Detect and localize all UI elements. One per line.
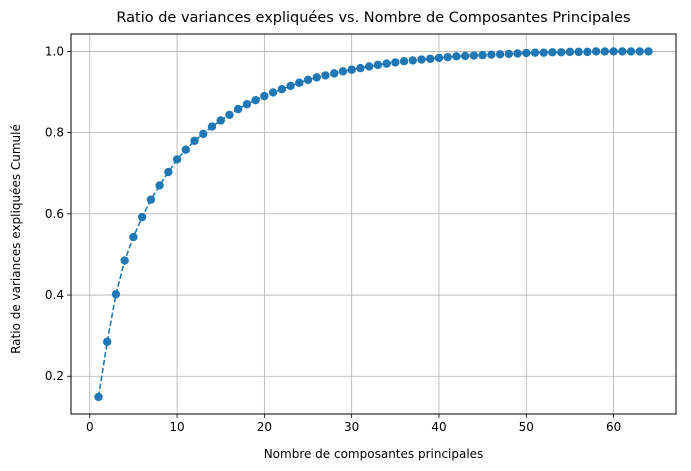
data-point — [146, 195, 156, 204]
x-tick-label: 10 — [169, 420, 184, 434]
data-point — [338, 67, 348, 76]
data-point — [478, 50, 487, 60]
data-point — [181, 145, 191, 154]
data-point — [164, 167, 173, 177]
data-point — [556, 48, 566, 57]
data-point — [417, 55, 426, 64]
y-tick-label: 1.0 — [45, 44, 64, 58]
data-point — [443, 52, 452, 62]
series — [94, 47, 653, 402]
y-tick-label: 0.4 — [45, 288, 64, 302]
data-point — [94, 392, 103, 402]
data-point — [268, 88, 278, 97]
data-point — [583, 47, 592, 57]
x-axis-ticks: 0 10 20 30 40 50 60 — [86, 414, 621, 434]
data-point — [277, 85, 287, 94]
plot-area-frame — [70, 33, 677, 415]
data-point — [260, 91, 269, 101]
data-point — [434, 53, 444, 63]
data-point — [251, 95, 260, 105]
data-point — [330, 69, 339, 78]
data-point — [635, 47, 644, 56]
data-point — [312, 73, 321, 82]
data-point — [600, 47, 610, 56]
x-tick-label: 30 — [344, 420, 359, 434]
data-point — [120, 256, 129, 265]
y-tick-label: 0.8 — [45, 126, 64, 140]
data-point — [111, 290, 121, 299]
data-point — [487, 50, 496, 59]
data-point — [513, 49, 522, 58]
data-point — [172, 155, 182, 164]
data-point — [356, 63, 365, 73]
y-tick-label: 0.2 — [45, 369, 64, 383]
data-point — [452, 52, 461, 61]
data-point — [574, 47, 583, 57]
data-point — [199, 129, 208, 139]
y-axis-ticks: 0.2 0.4 0.6 0.8 1.0 — [45, 44, 71, 383]
x-tick-label: 20 — [257, 420, 272, 434]
data-point — [242, 100, 252, 109]
data-point — [137, 212, 147, 222]
data-point — [382, 59, 391, 68]
data-point — [504, 49, 514, 59]
data-point — [530, 48, 540, 57]
data-point — [286, 81, 295, 91]
x-tick-label: 60 — [606, 420, 621, 434]
data-point — [103, 337, 112, 346]
x-tick-label: 40 — [431, 420, 446, 434]
data-point — [539, 48, 548, 57]
y-axis-label: Ratio de variances expliquées Cumulé — [9, 124, 23, 354]
data-point — [155, 181, 164, 190]
data-point — [295, 78, 304, 87]
data-point — [347, 65, 356, 74]
data-point — [469, 51, 479, 60]
data-point — [565, 47, 575, 57]
data-point — [303, 75, 313, 85]
data-point — [233, 104, 243, 114]
data-point — [190, 136, 199, 145]
data-point — [373, 60, 383, 70]
data-point — [495, 50, 505, 59]
data-point — [618, 47, 627, 56]
data-point — [364, 62, 374, 71]
data-point — [207, 122, 217, 131]
data-point — [644, 47, 653, 56]
data-point — [626, 47, 636, 56]
series-line — [97, 50, 649, 398]
x-axis-label: Nombre de composantes principales — [264, 447, 484, 461]
data-point — [548, 48, 557, 57]
data-point — [591, 47, 601, 56]
data-point — [225, 110, 234, 119]
data-point — [216, 116, 225, 125]
data-point — [321, 71, 330, 80]
data-point — [609, 47, 618, 56]
data-point — [391, 58, 400, 67]
data-point — [408, 56, 417, 65]
data-point — [522, 48, 531, 58]
data-point — [426, 54, 435, 63]
x-tick-label: 0 — [86, 420, 94, 434]
data-point — [460, 51, 470, 61]
y-tick-label: 0.6 — [45, 207, 64, 221]
data-point — [129, 232, 138, 242]
chart-title: Ratio de variances expliquées vs. Nombre… — [116, 10, 630, 26]
x-tick-label: 50 — [519, 420, 534, 434]
data-point — [399, 57, 409, 66]
